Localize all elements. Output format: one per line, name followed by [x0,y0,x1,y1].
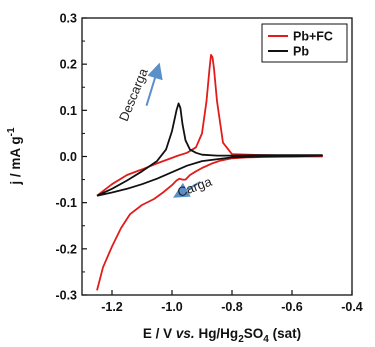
series-layer [96,54,323,291]
y-tick-label: 0.1 [60,104,77,118]
x-axis-title-part: Hg/Hg [195,326,239,341]
direction-arrow [145,62,163,107]
annotation-label: Descarga [116,65,151,123]
y-axis-title: j / mA g-1 [6,127,23,186]
x-axis-title-part: (sat) [269,326,301,341]
x-axis-title-part: SO [244,326,264,341]
y-tick-label: -0.1 [55,196,77,210]
series-line-pb [96,102,323,197]
y-tick-label: -0.3 [55,289,77,303]
annotation-label: Carga [175,174,214,200]
y-tick-label: 0.2 [60,58,77,72]
x-tick-label: -0.8 [221,300,243,314]
x-axis-title-part: E / V [143,326,176,341]
legend-box [261,23,348,63]
y-axis-title-part: j / mA g [8,136,23,185]
y-tick-label: 0.0 [60,150,77,164]
y-tick-label: 0.3 [60,12,77,26]
x-tick-label: -0.4 [341,300,363,314]
direction-arrow [173,181,201,198]
y-axis-title-superscript: -1 [6,127,17,136]
x-tick-label: -0.6 [281,300,303,314]
annotation-layer: Descarga Carga [116,62,214,200]
x-axis-title-part: vs. [176,326,195,341]
x-axis-ticks: -1.2 -1.0 -0.8 -0.6 -0.4 [101,290,363,314]
y-tick-label: -0.2 [55,242,77,256]
legend-label: Pb+FC [293,30,333,44]
x-axis-title-subscript: 2 [238,334,244,345]
x-tick-label: -1.0 [161,300,183,314]
legend-label: Pb [293,45,309,59]
x-tick-label: -1.2 [101,300,123,314]
x-axis-title-subscript: 4 [263,334,269,345]
x-axis-title: E / V vs. Hg/Hg2SO4 (sat) [143,326,301,345]
y-axis-ticks: -0.3 -0.2 -0.1 0.0 0.1 0.2 0.3 [55,12,87,303]
